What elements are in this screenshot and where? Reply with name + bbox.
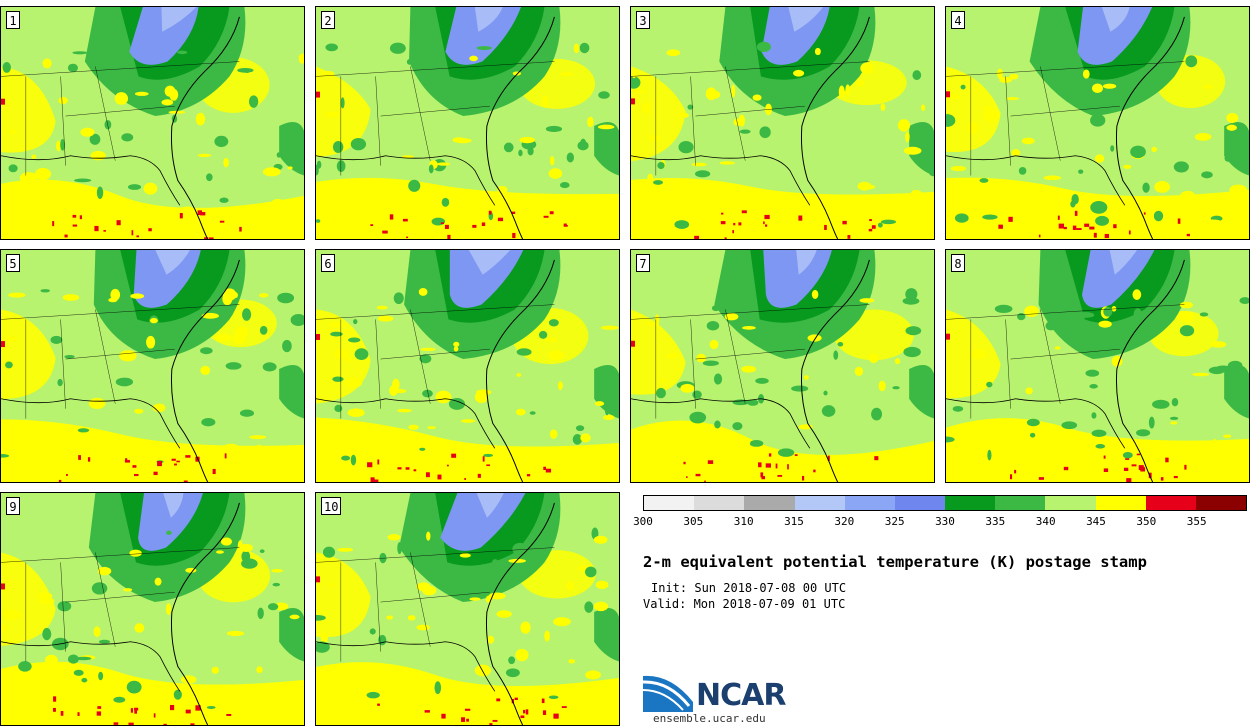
colorbar-tick-label: 330 [935, 515, 955, 528]
colorbar-swatch [1145, 496, 1196, 510]
member-label: 7 [636, 254, 650, 272]
valid-time: Valid: Mon 2018-07-09 01 UTC [643, 597, 846, 611]
map-field [946, 7, 1249, 239]
colorbar [643, 495, 1247, 511]
member-label: 8 [951, 254, 965, 272]
member-label: 5 [6, 254, 20, 272]
member-label: 2 [321, 11, 335, 29]
map-field [946, 250, 1249, 482]
colorbar-tick-label: 300 [633, 515, 653, 528]
colorbar-swatch [1195, 496, 1247, 510]
colorbar-swatch [894, 496, 946, 510]
colorbar-swatch [844, 496, 895, 510]
member-panel-3: 3 [630, 6, 935, 240]
colorbar-tick-label: 335 [985, 515, 1006, 528]
member-panel-5: 5 [0, 249, 305, 483]
colorbar-tick-label: 325 [884, 515, 905, 528]
member-label: 4 [951, 11, 965, 29]
colorbar-swatch [694, 496, 745, 510]
member-panel-1: 1 [0, 6, 305, 240]
member-label: 9 [6, 497, 20, 515]
colorbar-swatch [644, 496, 695, 510]
colorbar-swatch [945, 496, 996, 510]
chart-title: 2-m equivalent potential temperature (K)… [643, 553, 1147, 571]
colorbar-tick-label: 315 [784, 515, 804, 528]
ncar-logo-text: NCAR [696, 678, 786, 713]
map-field [1, 7, 304, 239]
member-panel-7: 7 [630, 249, 935, 483]
map-field [631, 250, 934, 482]
map-field [1, 493, 304, 725]
map-field [1, 250, 304, 482]
colorbar-tick-label: 340 [1035, 515, 1056, 528]
colorbar-swatch [995, 496, 1046, 510]
colorbar-tick-label: 305 [683, 515, 704, 528]
colorbar-tick-label: 350 [1136, 515, 1157, 528]
member-label: 1 [6, 11, 20, 29]
logo-url: ensemble.ucar.edu [653, 712, 766, 725]
colorbar-swatch [1045, 496, 1096, 510]
member-panel-9: 9 [0, 492, 305, 726]
colorbar-swatch [794, 496, 845, 510]
member-label: 10 [321, 497, 342, 515]
map-field [316, 7, 619, 239]
member-label: 6 [321, 254, 335, 272]
map-field [631, 7, 934, 239]
ncar-logo-icon [643, 675, 693, 712]
member-label: 3 [636, 11, 650, 29]
colorbar-swatch [744, 496, 795, 510]
member-panel-8: 8 [945, 249, 1250, 483]
member-panel-2: 2 [315, 6, 620, 240]
colorbar-ticks: 300 305 310 315 320 325 330 335 340 345 350 355 [633, 515, 1247, 529]
member-panel-6: 6 [315, 249, 620, 483]
colorbar-tick-label: 355 [1186, 515, 1207, 528]
colorbar-tick-label: 320 [834, 515, 855, 528]
colorbar-swatch [1095, 496, 1146, 510]
map-field [316, 493, 619, 725]
member-panel-10: 10 [315, 492, 620, 726]
member-panel-4: 4 [945, 6, 1250, 240]
init-time: Init: Sun 2018-07-08 00 UTC [651, 581, 847, 595]
colorbar-tick-label: 310 [733, 515, 754, 528]
map-field [316, 250, 619, 482]
colorbar-tick-label: 345 [1086, 515, 1106, 528]
